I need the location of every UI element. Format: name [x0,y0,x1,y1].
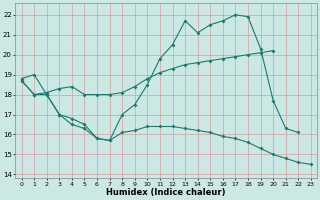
X-axis label: Humidex (Indice chaleur): Humidex (Indice chaleur) [107,188,226,197]
